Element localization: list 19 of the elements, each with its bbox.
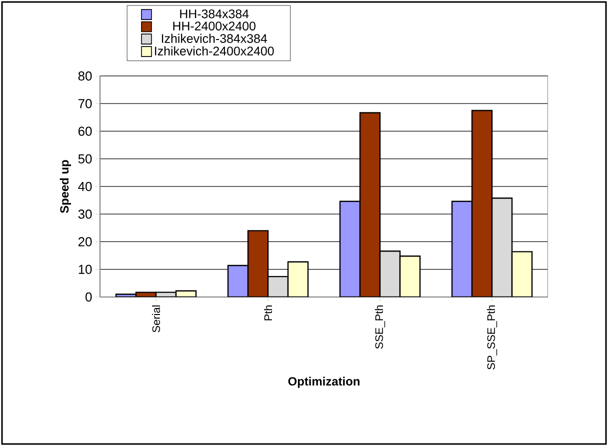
y-tick-label: 70 [78, 99, 92, 108]
y-tick-label: 0 [86, 292, 92, 302]
y-axis-title: Speed up [60, 160, 71, 214]
y-tick-label: 40 [78, 182, 92, 192]
legend-label: HH-384x384 [180, 9, 249, 18]
y-tick-label: 80 [78, 71, 92, 81]
y-tick-label: 50 [78, 154, 92, 164]
x-axis-title: Optimization [288, 376, 360, 388]
y-tick-label: 30 [78, 210, 92, 219]
x-tick-label: Pth [264, 305, 272, 320]
x-tick-label: SP_SSE_Pth [486, 305, 498, 370]
y-tick-label: 60 [78, 126, 92, 136]
y-tick-label: 20 [78, 237, 92, 246]
x-tick-label: Serial [152, 305, 160, 332]
legend-label: Izhikevich-2400x2400 [155, 46, 274, 56]
x-tick-label: SSE_Pth [374, 305, 386, 349]
legend-label: Izhikevich-384x384 [162, 34, 268, 43]
y-tick-label: 10 [78, 264, 92, 274]
legend-label: HH-2400x2400 [173, 22, 256, 30]
